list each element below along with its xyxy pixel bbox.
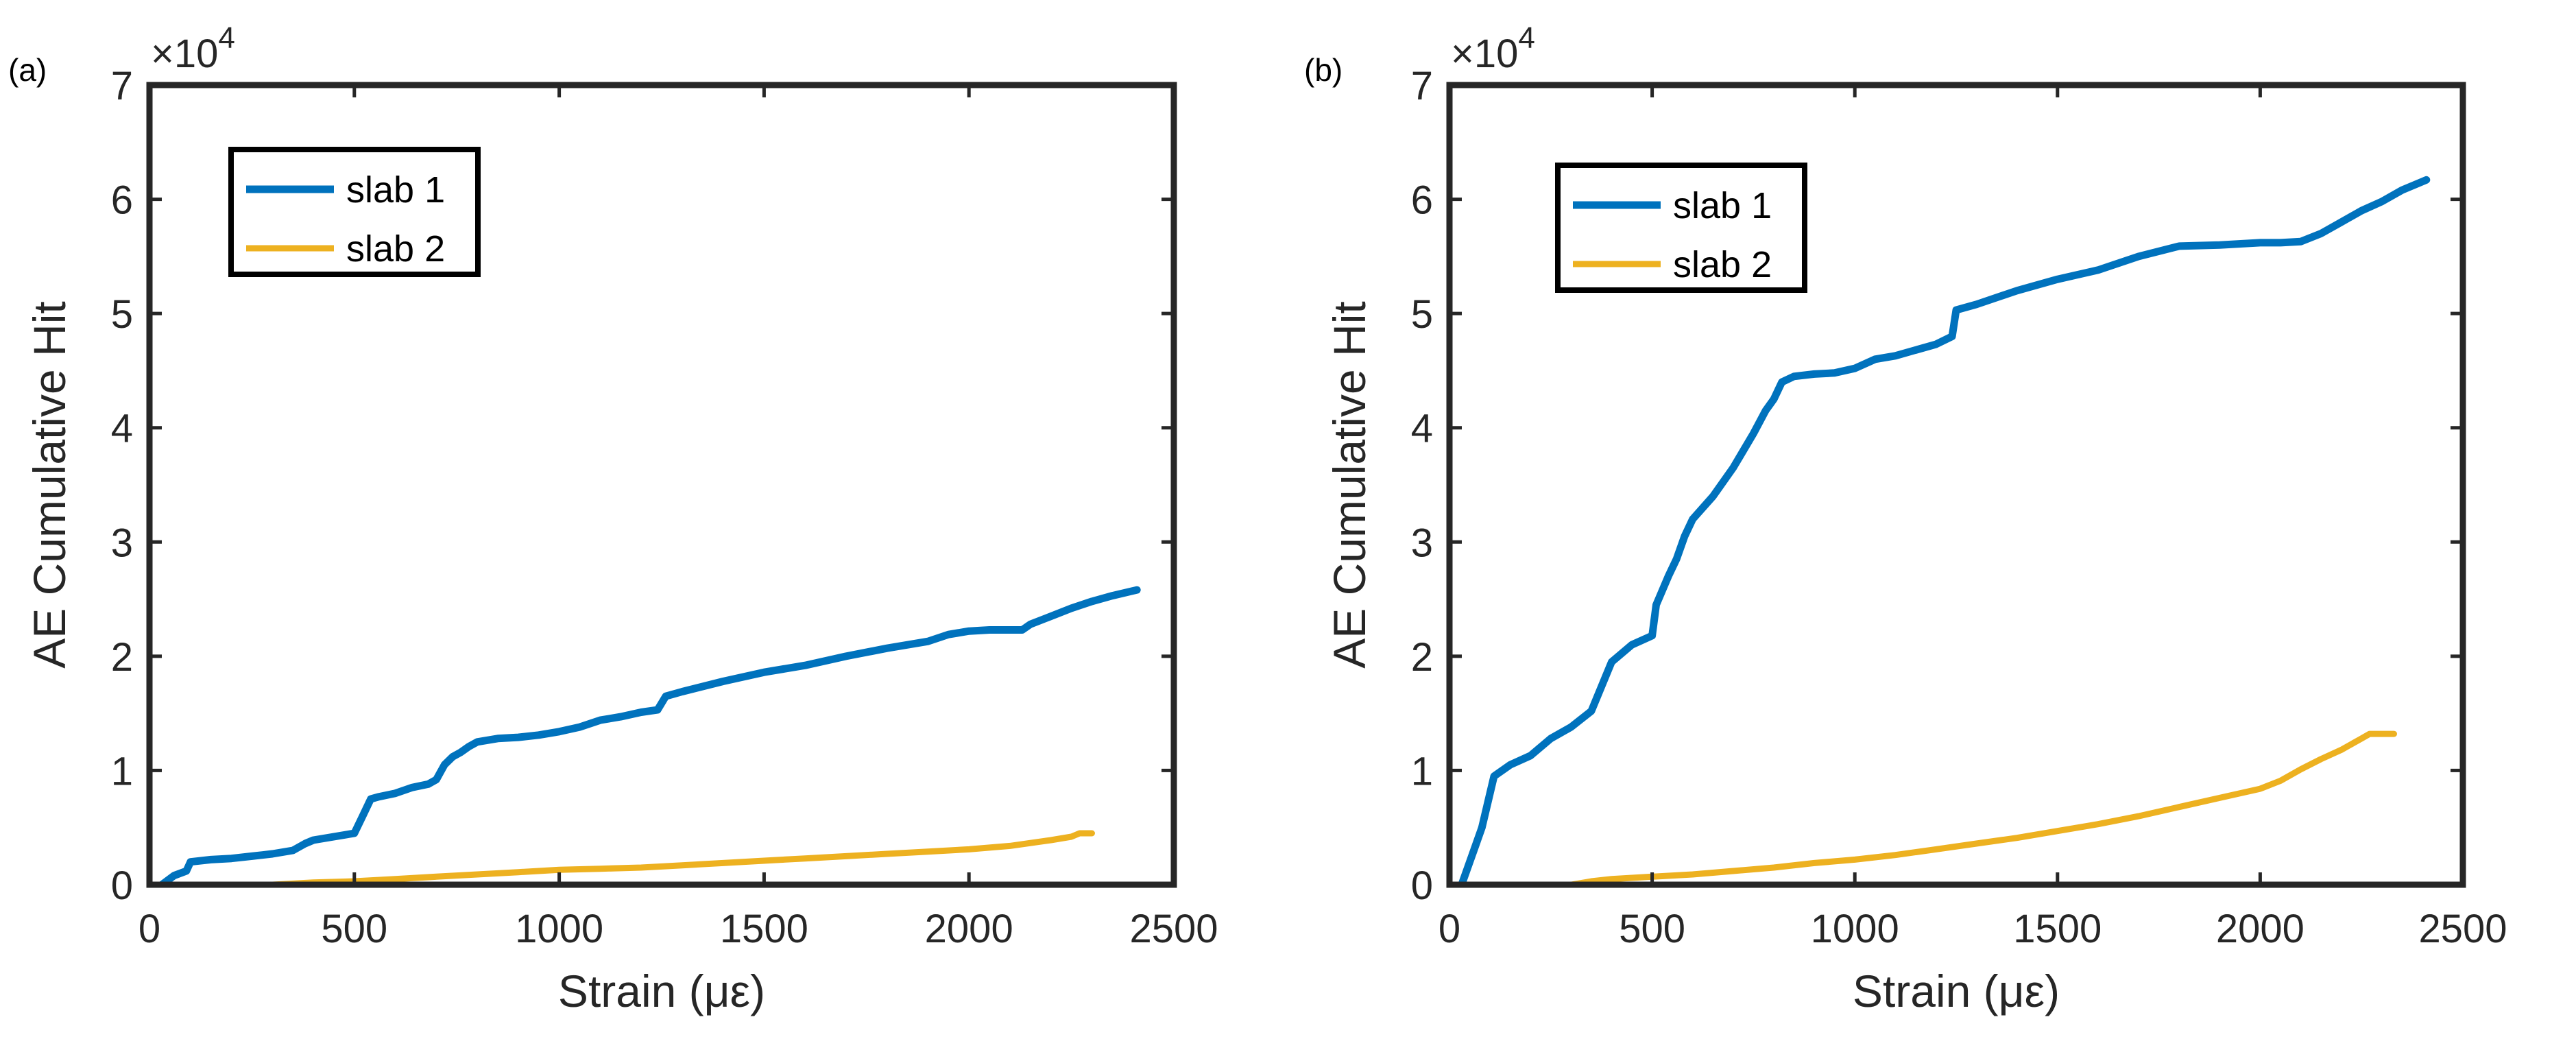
panel-label: (a) xyxy=(8,52,47,88)
y-exponent-label: ×104 xyxy=(1451,21,1535,76)
x-axis-label: Strain (με) xyxy=(558,966,765,1016)
y-tick-label: 3 xyxy=(111,521,133,565)
x-tick-label: 2000 xyxy=(2216,907,2304,951)
y-tick-label: 7 xyxy=(1411,64,1433,108)
y-tick-label: 0 xyxy=(111,863,133,908)
series-line-slab-1 xyxy=(158,586,1141,885)
series-line-slab-2 xyxy=(1499,730,2397,885)
y-tick-label: 4 xyxy=(1411,407,1433,451)
y-tick-label: 1 xyxy=(1411,749,1433,794)
y-tick-label: 2 xyxy=(111,635,133,680)
y-tick-label: 0 xyxy=(1411,863,1433,908)
plot-area-frame xyxy=(146,82,1177,888)
legend-label-2: slab 2 xyxy=(346,228,445,270)
y-exponent-power: 4 xyxy=(218,21,234,55)
y-tick-label: 4 xyxy=(111,407,133,451)
series-line-slab-1 xyxy=(1458,176,2431,885)
x-tick-label: 1500 xyxy=(2013,907,2102,951)
legend-label-1: slab 1 xyxy=(1673,185,1772,226)
chart-panel-a: (a) ×104 0 500 1000 1500 2000 2500 0 1 2 3 4 5 6 7 Strai… xyxy=(8,21,1218,1016)
plot-area-frame xyxy=(1446,82,2466,888)
y-tick-label: 3 xyxy=(1411,521,1433,565)
y-tick-label: 1 xyxy=(111,749,133,794)
x-tick-label: 2500 xyxy=(2418,907,2507,951)
x-axis-label: Strain (με) xyxy=(1853,966,2060,1016)
y-tick-label: 6 xyxy=(111,178,133,223)
x-tick-label: 0 xyxy=(139,907,160,951)
legend-label-1: slab 1 xyxy=(346,169,445,211)
series-line-slab-2 xyxy=(200,830,1095,885)
x-tick-label: 1000 xyxy=(515,907,603,951)
y-exponent-base: ×10 xyxy=(151,32,218,76)
legend-box xyxy=(228,147,481,277)
y-exponent-power: 4 xyxy=(1518,21,1534,55)
x-tick-label: 500 xyxy=(321,907,387,951)
y-tick-label: 2 xyxy=(1411,635,1433,680)
x-tick-label: 0 xyxy=(1439,907,1460,951)
legend-box xyxy=(1555,163,1807,293)
x-tick-label: 1500 xyxy=(720,907,808,951)
y-tick-label: 5 xyxy=(111,292,133,337)
y-tick-label: 5 xyxy=(1411,292,1433,337)
x-tick-label: 1000 xyxy=(1811,907,1899,951)
y-exponent-base: ×10 xyxy=(1451,32,1518,76)
y-tick-label: 6 xyxy=(1411,178,1433,223)
y-axis-label: AE Cumulative Hit xyxy=(24,301,75,669)
y-axis-label: AE Cumulative Hit xyxy=(1324,301,1375,669)
x-tick-label: 500 xyxy=(1619,907,1685,951)
x-tick-label: 2000 xyxy=(925,907,1013,951)
y-exponent-label: ×104 xyxy=(151,21,235,76)
legend-label-2: slab 2 xyxy=(1673,244,1772,285)
y-tick-label: 7 xyxy=(111,64,133,108)
chart-panel-b: (b) ×104 0 500 1000 1500 2000 2500 0 1 2 3 4 5 6 7 Strai… xyxy=(1296,0,2576,1050)
panel-label: (b) xyxy=(1304,52,1343,88)
x-tick-label: 2500 xyxy=(1129,907,1218,951)
